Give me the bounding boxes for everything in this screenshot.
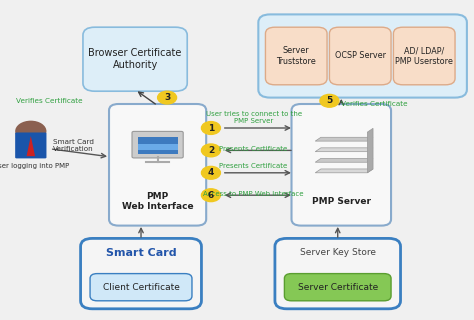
Text: Server
Truststore: Server Truststore (276, 46, 316, 66)
Polygon shape (315, 158, 373, 162)
FancyBboxPatch shape (83, 27, 187, 91)
FancyBboxPatch shape (265, 27, 327, 85)
Text: PMP Server: PMP Server (312, 197, 371, 206)
Circle shape (201, 189, 220, 202)
Polygon shape (315, 148, 373, 152)
Polygon shape (27, 136, 35, 156)
Text: Client Certificate: Client Certificate (102, 283, 180, 292)
Text: Presents Certificate: Presents Certificate (219, 163, 288, 169)
Polygon shape (315, 169, 373, 173)
Text: Browser Certificate
Authority: Browser Certificate Authority (89, 48, 182, 70)
FancyBboxPatch shape (393, 27, 455, 85)
Text: OCSP Server: OCSP Server (335, 52, 386, 60)
FancyBboxPatch shape (15, 132, 46, 158)
FancyBboxPatch shape (109, 104, 206, 226)
Circle shape (201, 166, 220, 179)
Text: 2: 2 (208, 146, 214, 155)
Polygon shape (367, 128, 373, 173)
Text: User logging into PMP: User logging into PMP (0, 164, 69, 169)
Text: Access to PMP Web Interface: Access to PMP Web Interface (203, 191, 304, 196)
Text: 3: 3 (164, 93, 170, 102)
Text: AD/ LDAP/
PMP Userstore: AD/ LDAP/ PMP Userstore (395, 46, 453, 66)
FancyBboxPatch shape (329, 27, 391, 85)
Circle shape (157, 91, 176, 104)
Text: Server Key Store: Server Key Store (300, 248, 376, 257)
Text: 6: 6 (208, 191, 214, 200)
FancyBboxPatch shape (258, 14, 467, 98)
Text: User tries to connect to the
PMP Server: User tries to connect to the PMP Server (206, 111, 301, 124)
Bar (138, 144, 178, 150)
Text: 1: 1 (208, 124, 214, 132)
Text: Server Certificate: Server Certificate (298, 283, 378, 292)
Circle shape (201, 144, 220, 157)
Text: 5: 5 (326, 96, 333, 105)
Circle shape (320, 94, 339, 107)
Bar (138, 137, 178, 154)
FancyBboxPatch shape (275, 238, 401, 309)
Text: 4: 4 (208, 168, 214, 177)
Text: Verifies Certificate: Verifies Certificate (16, 98, 83, 104)
Circle shape (15, 121, 46, 142)
FancyBboxPatch shape (81, 238, 201, 309)
Text: Verifies Certificate: Verifies Certificate (341, 101, 408, 107)
FancyBboxPatch shape (132, 132, 183, 158)
Text: Presents Certificate: Presents Certificate (219, 146, 288, 152)
Text: Smart Card: Smart Card (106, 248, 176, 258)
Text: PMP
Web Interface: PMP Web Interface (122, 192, 193, 211)
FancyBboxPatch shape (284, 274, 391, 301)
FancyBboxPatch shape (292, 104, 391, 226)
Text: Smart Card
Verification: Smart Card Verification (53, 139, 94, 152)
Polygon shape (315, 137, 373, 141)
Circle shape (201, 122, 220, 134)
FancyBboxPatch shape (90, 274, 192, 301)
